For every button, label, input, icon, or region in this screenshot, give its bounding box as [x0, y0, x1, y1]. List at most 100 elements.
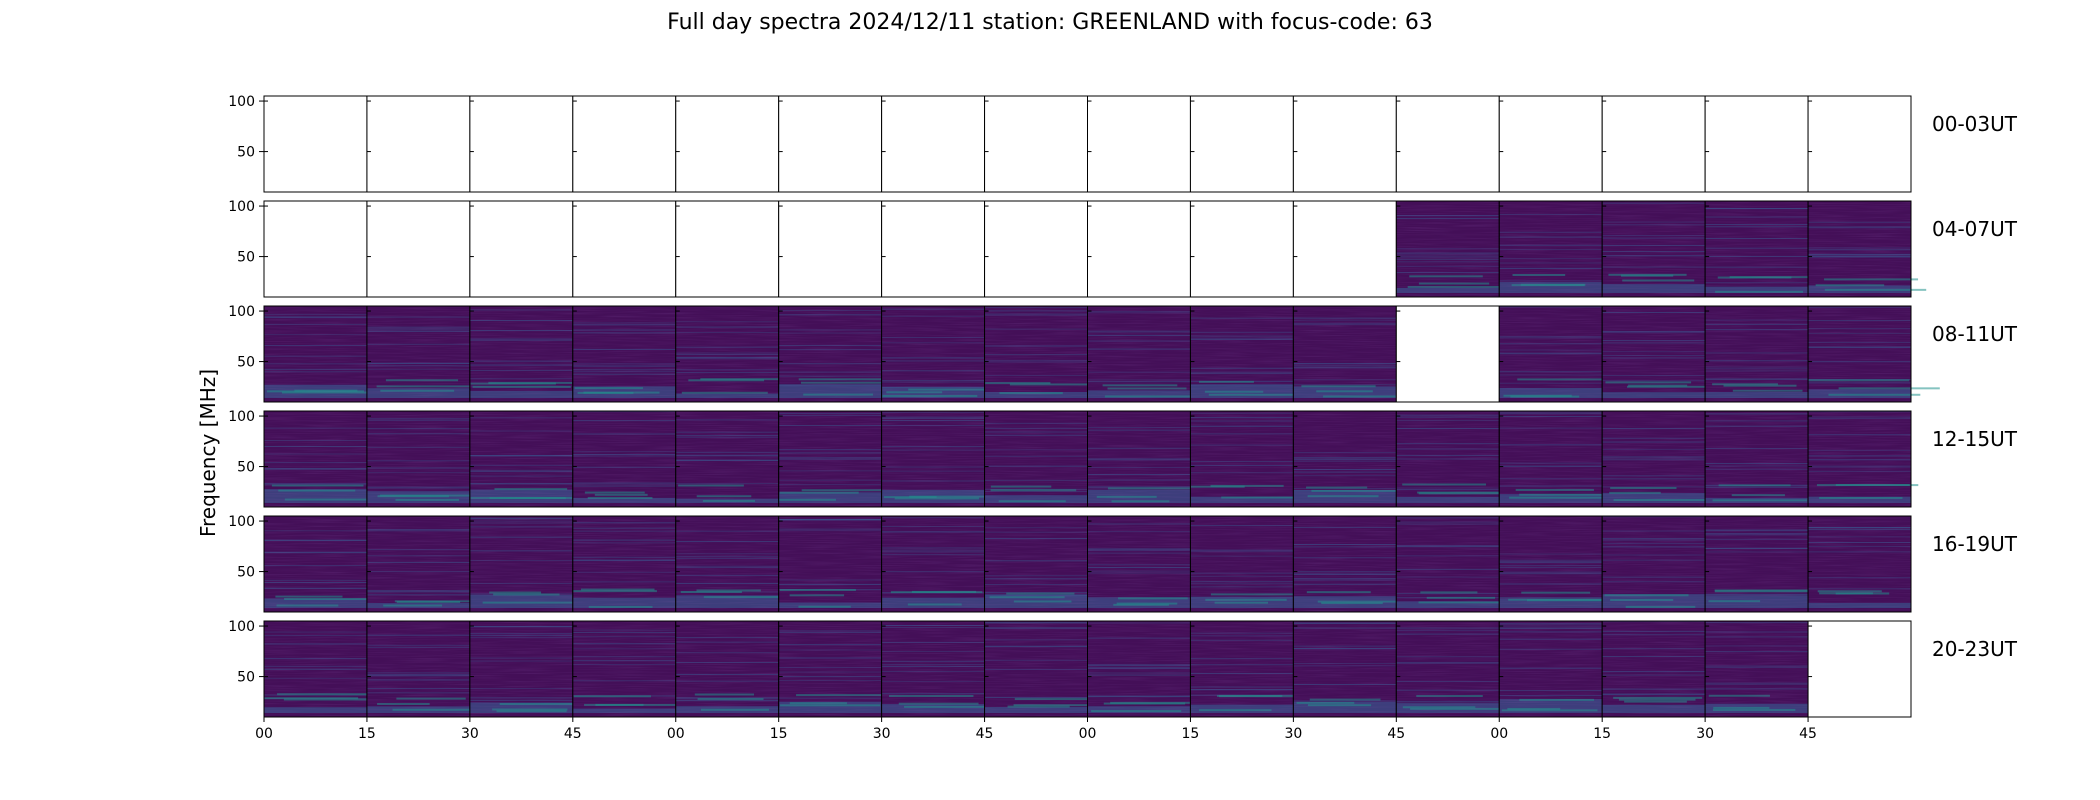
row-label: 04-07UT [1932, 217, 2018, 241]
panel-empty [1705, 96, 1809, 192]
row-label: 12-15UT [1932, 427, 2018, 451]
noise-texture [264, 306, 367, 402]
panel-empty [881, 201, 985, 297]
spectrum-panel [984, 410, 1088, 508]
spectrum-panel [263, 95, 368, 193]
panel-frame [1807, 410, 1912, 508]
noise-texture [1808, 516, 1911, 612]
panel-empty [778, 96, 882, 192]
x-tick-label: 00 [255, 726, 273, 742]
spectrum-panel [1189, 620, 1313, 718]
spectrum-panel [1704, 620, 1809, 718]
spectrum-panel [778, 620, 883, 718]
noise-texture [572, 411, 676, 507]
spectrum-panel [1601, 410, 1712, 508]
panel-empty [778, 201, 882, 297]
panel-empty [1293, 201, 1397, 297]
spectrum-panel [1498, 305, 1615, 403]
noise-texture [1602, 516, 1706, 612]
panel-empty [1190, 96, 1294, 192]
noise-texture [1396, 201, 1500, 297]
panel-empty [469, 201, 573, 297]
spectrum-panel [1087, 95, 1191, 193]
panel-empty [984, 201, 1088, 297]
spectrum-panel [572, 515, 677, 613]
spectrum-panel [778, 95, 883, 193]
y-tick-label: 100 [228, 619, 255, 635]
noise-texture [1190, 621, 1294, 717]
spectrum-panel [1292, 200, 1397, 298]
row-label: 20-23UT [1932, 637, 2018, 661]
noise-texture [469, 621, 573, 717]
spectrum-panel [984, 95, 1088, 193]
noise-texture [264, 621, 367, 717]
noise-texture [1808, 201, 1911, 297]
spectrum-panel [1704, 410, 1809, 508]
noise-texture [1499, 411, 1603, 507]
x-tick-label: 45 [1799, 726, 1817, 742]
spectrum-panel [1087, 620, 1205, 718]
noise-texture [675, 411, 779, 507]
noise-texture [881, 516, 985, 612]
panel-frame [1807, 305, 1912, 403]
panel-empty [1808, 96, 1911, 192]
x-tick-label: 15 [1593, 726, 1611, 742]
spectrum-panel [1704, 95, 1809, 193]
spectrum-panel [1395, 200, 1507, 298]
spectrum-panel [1087, 200, 1191, 298]
spectrum-panel [984, 200, 1088, 298]
noise-texture [1499, 201, 1603, 297]
noise-texture [1293, 621, 1397, 717]
panel-empty [469, 96, 573, 192]
spectrum-panel [675, 95, 780, 193]
spectrum-panel [1807, 620, 1912, 718]
spectrum-panel [1807, 410, 1919, 508]
y-tick-label: 100 [228, 514, 255, 530]
y-tick-label: 50 [237, 250, 255, 266]
spectrum-panel [366, 620, 494, 718]
noise-texture [1087, 306, 1191, 402]
noise-texture [1602, 621, 1706, 717]
spectrum-panel [1807, 305, 1940, 403]
noise-texture [675, 516, 779, 612]
spectrum-panel [1292, 515, 1408, 613]
x-tick-label: 30 [1696, 726, 1714, 742]
noise-texture [1396, 411, 1500, 507]
panel-empty [881, 96, 985, 192]
noise-texture [881, 411, 985, 507]
panel-empty [572, 96, 676, 192]
spectrum-panel [1395, 410, 1505, 508]
spectrum-panel [881, 95, 986, 193]
noise-texture [1293, 516, 1397, 612]
spectrum-panel [1498, 410, 1610, 508]
spectrum-panel [1498, 515, 1620, 613]
y-tick-label: 50 [237, 355, 255, 371]
noise-texture [469, 306, 573, 402]
spectrum-panel [1292, 95, 1397, 193]
spectrum-panel [1807, 200, 1927, 298]
spectrum-panel [1704, 515, 1817, 613]
noise-texture [366, 411, 470, 507]
spectrum-panel [263, 620, 382, 718]
noise-texture [1808, 411, 1911, 507]
spectrum-panel [1189, 95, 1294, 193]
x-tick-label: 30 [873, 726, 891, 742]
panel-empty [264, 201, 367, 297]
panel-empty [1396, 96, 1500, 192]
noise-texture [366, 621, 470, 717]
x-tick-label: 00 [1079, 726, 1097, 742]
panel-empty [1602, 96, 1706, 192]
spectrum-panel [366, 410, 475, 508]
panel-empty [1396, 306, 1500, 402]
noise-texture [1499, 516, 1603, 612]
panel-frame [1807, 620, 1912, 718]
noise-texture [1087, 621, 1191, 717]
spectrum-panel [1395, 95, 1500, 193]
noise-texture [778, 516, 882, 612]
panel-empty [1499, 96, 1603, 192]
y-tick-label: 100 [228, 199, 255, 215]
panel-empty [984, 96, 1088, 192]
noise-texture [264, 411, 367, 507]
panel-empty [366, 201, 470, 297]
